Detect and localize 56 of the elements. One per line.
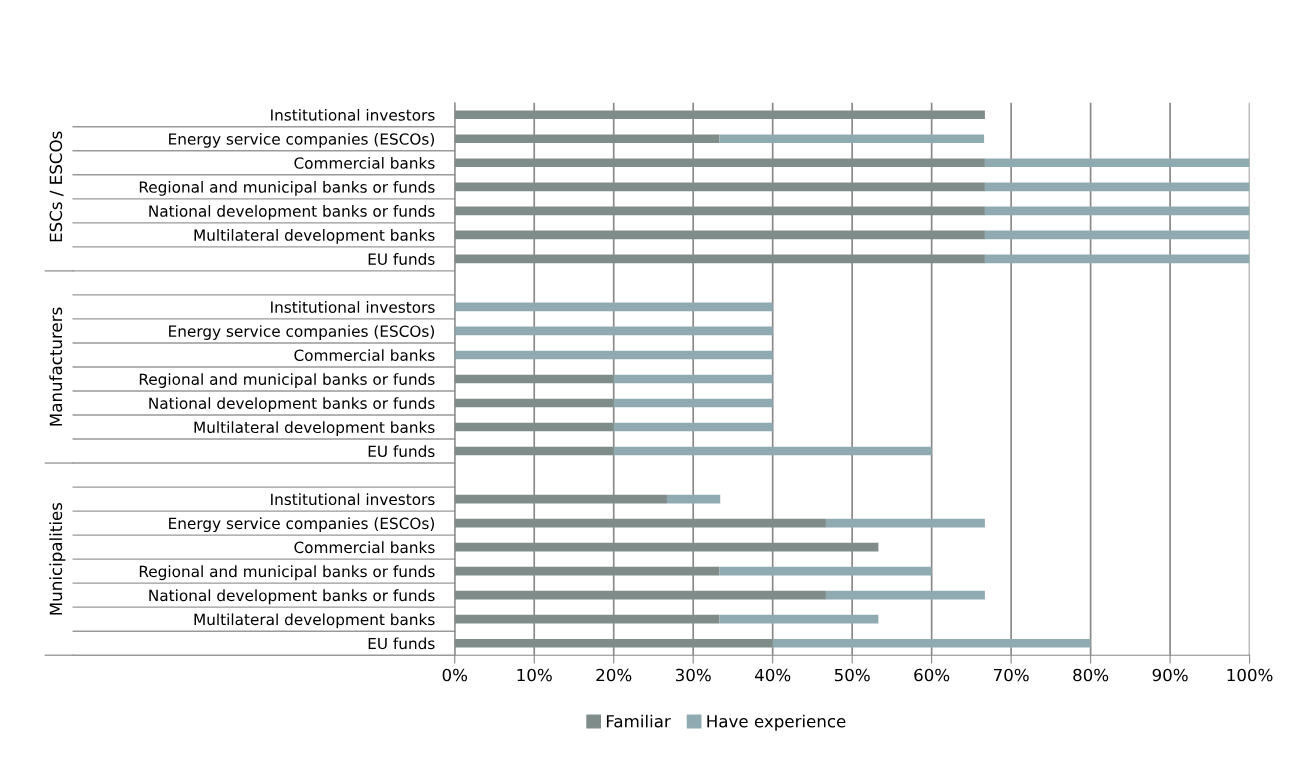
bar — [772, 638, 1091, 648]
x-tick-label: 90% — [1152, 668, 1188, 682]
y-tick-label: Institutional investors — [271, 108, 435, 121]
bar — [454, 302, 773, 312]
y-tick-label: Multilateral development banks — [194, 421, 435, 436]
bar — [984, 158, 1250, 168]
y-tick-label: Energy service companies (ESCOs) — [169, 132, 434, 148]
y-tick-label: Multilateral development banks — [194, 229, 435, 244]
y-tick-label: National development banks or funds — [149, 397, 435, 412]
y-tick-label: Regional and municipal banks or funds — [139, 565, 435, 581]
bar — [613, 398, 773, 408]
y-tick-label: Commercial banks — [294, 349, 435, 361]
y-tick-label: Multilateral development banks — [194, 613, 435, 629]
legend-label: Familiar — [606, 714, 671, 728]
y-tick-label: Commercial banks — [294, 541, 435, 554]
bar — [613, 446, 932, 456]
y-tick-label: EU funds — [368, 637, 435, 650]
legend-label: Have experience — [707, 714, 846, 731]
bar — [666, 494, 721, 504]
text: Municipalities — [49, 502, 66, 615]
y-tick-label: Regional and municipal banks or funds — [139, 181, 435, 196]
x-tick-label: 60% — [914, 668, 950, 682]
x-tick-label: 0% — [442, 668, 468, 682]
y-tick-label: Energy service companies (ESCOs) — [169, 325, 434, 340]
y-tick-label: Commercial banks — [294, 156, 435, 169]
y-tick-label: National development banks or funds — [149, 205, 435, 220]
y-tick-label: Energy service companies (ESCOs) — [169, 517, 434, 533]
y-tick-label: EU funds — [368, 445, 435, 458]
bar — [825, 518, 985, 528]
x-tick-label: 10% — [517, 668, 552, 682]
y-tick-label: Institutional investors — [271, 493, 435, 506]
x-tick-label: 30% — [675, 668, 711, 682]
bar — [984, 206, 1250, 216]
y-tick-label: EU funds — [368, 253, 435, 265]
x-tick-label: 100% — [1227, 668, 1273, 682]
bar — [454, 350, 773, 360]
y-tick-label: Regional and municipal banks or funds — [139, 373, 435, 388]
bar — [719, 566, 932, 576]
text: ESCs / ESCOs — [49, 131, 64, 242]
x-tick-label: 50% — [834, 668, 870, 682]
x-tick-label: 40% — [754, 668, 791, 682]
bar — [984, 182, 1250, 192]
bar — [454, 326, 773, 336]
text: Manufacturers — [49, 307, 63, 426]
bar — [613, 374, 773, 384]
bar — [984, 230, 1250, 240]
x-tick-label: 80% — [1073, 668, 1109, 682]
bar — [613, 422, 773, 432]
bar — [825, 590, 985, 600]
y-tick-label: National development banks or funds — [149, 589, 435, 605]
bar — [719, 134, 985, 144]
x-tick-label: 70% — [993, 668, 1029, 682]
y-tick-label: Institutional investors — [271, 301, 435, 313]
bar — [719, 614, 879, 624]
bar — [984, 254, 1250, 264]
x-tick-label: 20% — [596, 668, 632, 682]
